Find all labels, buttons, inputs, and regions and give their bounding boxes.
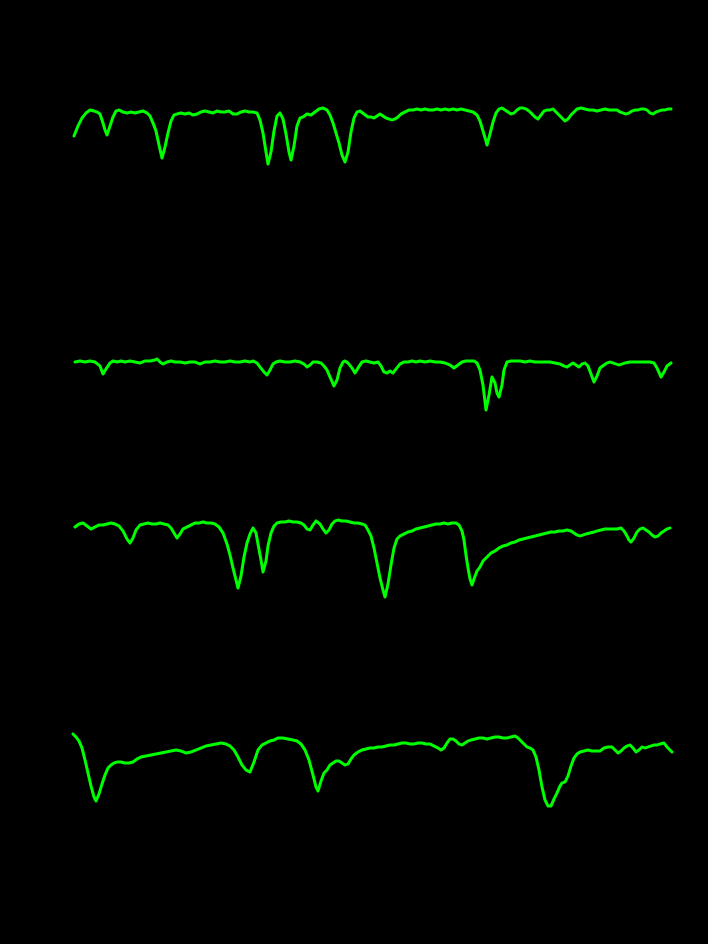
spectrum-trace-1 xyxy=(72,106,673,166)
spectrum-trace-2 xyxy=(73,357,673,412)
spectrum-trace-4 xyxy=(71,732,674,808)
spectrum-trace-3 xyxy=(73,518,672,599)
spectra-traces xyxy=(71,106,674,808)
